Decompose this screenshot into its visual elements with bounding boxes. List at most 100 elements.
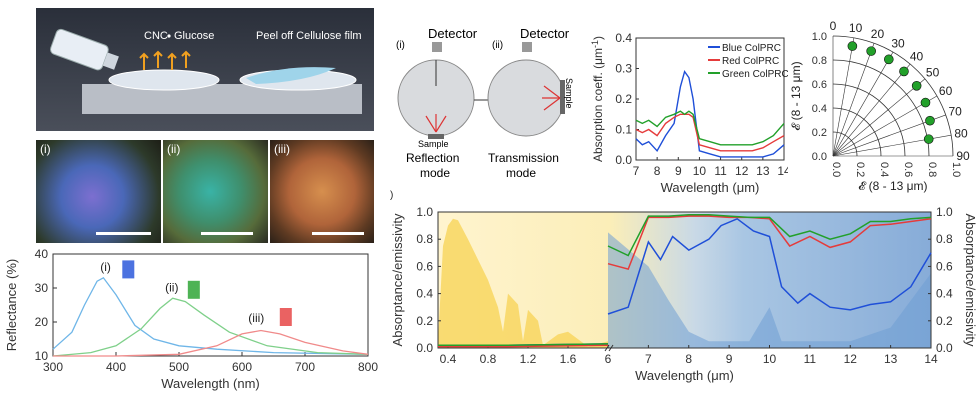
y-tick-label-right: 0.4 — [936, 287, 953, 301]
fabrication-drawing: CNC Glucose Peel off Cellulose film — [50, 28, 362, 114]
x-tick-label: 0.6 — [902, 162, 914, 177]
reflectance-chart: 300 400 500 600 700 800 10 20 30 40 (i) (ii) (iii) Wa… — [4, 247, 378, 391]
absorption-series-2 — [635, 113, 785, 152]
cnc-glucose-dot — [167, 34, 171, 38]
x-tick-label: 13 — [756, 164, 770, 178]
y-tick-label: 0.3 — [615, 62, 632, 76]
x-tick-label: 0.2 — [854, 162, 866, 177]
x-tick-label: 0.0 — [830, 162, 842, 177]
x-axis-label: Wavelength (nm) — [161, 376, 260, 391]
broadband-absorptance-chart: 0.4 0.8 1.2 1.6 6 7 8 9 10 11 12 13 140.0 0.00.2 0.20.… — [390, 190, 978, 383]
sample-label-ii: Sample — [564, 78, 574, 109]
emissivity-point — [899, 66, 909, 77]
y-axis-label-part: -1 — [590, 40, 600, 48]
y-tick-label: 10 — [35, 349, 49, 363]
x-tick-label: 10 — [763, 352, 777, 366]
scattered-rays-i — [425, 114, 447, 133]
reflectance-series-1 — [52, 276, 369, 355]
angle-label: 30 — [891, 36, 905, 50]
y-tick-label-left: 0.4 — [416, 287, 433, 301]
x-tick-label: 8 — [685, 352, 692, 366]
scale-bar — [312, 232, 364, 235]
emissivity-point — [923, 134, 934, 144]
y-axis-label-left: Absorptance/emissivity — [390, 213, 405, 346]
y-tick-label-left: 0.6 — [416, 259, 433, 273]
peel-off-label: Peel off Cellulose film — [256, 30, 362, 42]
x-tick-label: 9 — [675, 164, 682, 178]
angle-label: 90 — [956, 149, 970, 163]
absorption-chart: 7 8 9 10 11 12 13 14 0.0 0.1 0.2 0.3 0.4 Blue ColPRC R… — [590, 31, 788, 195]
sample-ii — [560, 80, 565, 114]
mode-label-ii-2: mode — [506, 166, 536, 180]
x-tick-label: 12 — [735, 164, 749, 178]
x-tick-label: 700 — [295, 360, 315, 374]
sample-label-i: Sample — [418, 139, 449, 149]
photo-label-iii: (iii) — [274, 142, 290, 156]
x-tick-label: 0.4 — [440, 352, 457, 366]
angle-label: 70 — [948, 105, 962, 119]
photo-i: (i) — [36, 140, 161, 243]
bottle-icon — [50, 28, 119, 71]
angle-label: 60 — [939, 84, 953, 98]
y-tick-label: 1.0 — [812, 31, 827, 43]
absorptance-blue-ir — [607, 217, 932, 315]
x-tick-label: 14 — [777, 164, 788, 178]
y-tick-label-right: 0.2 — [936, 314, 953, 328]
detector-icon — [432, 42, 442, 52]
emissivity-point — [911, 81, 922, 91]
cnc-label: CNC — [144, 30, 168, 42]
peak-label: (i) — [100, 260, 111, 274]
polar-spoke — [832, 78, 926, 157]
solar-spectrum — [438, 218, 608, 348]
detector-label-i: Detector — [428, 26, 478, 41]
fabrication-schematic: CNC Glucose Peel off Cellulose film — [36, 8, 374, 131]
photo-label-ii: (ii) — [167, 142, 181, 156]
y-tick-label: 0.8 — [812, 55, 827, 67]
y-axis-label: 𝓔 (8 - 13 μm) — [789, 61, 803, 130]
x-tick-label: 400 — [106, 360, 126, 374]
angle-label: 20 — [871, 27, 885, 41]
y-tick-label: 0.2 — [615, 92, 632, 106]
y-tick-label: 0.2 — [812, 127, 827, 139]
y-tick-label-right: 0.8 — [936, 232, 953, 246]
y-axis-label-part: ) — [591, 36, 605, 40]
peak-label: (iii) — [248, 311, 264, 325]
x-axis-label: 𝓔 (8 - 13 μm) — [858, 179, 927, 193]
x-tick-label: 6 — [605, 352, 612, 366]
x-tick-label: 7 — [633, 164, 640, 178]
helix-icon — [279, 308, 292, 326]
cellulose-film — [246, 67, 336, 84]
photo-ii: (ii) — [163, 140, 268, 243]
y-axis-label-right: Absorptance/emissivity — [963, 214, 978, 347]
plot-frame — [52, 253, 369, 357]
glucose-label: Glucose — [174, 30, 214, 42]
y-tick-label: 40 — [35, 247, 49, 261]
x-tick-label: 0.8 — [926, 162, 938, 177]
x-tick-label: 800 — [358, 360, 378, 374]
detector-icon — [522, 42, 532, 52]
absorptance-green-ir — [607, 213, 932, 257]
y-tick-label-right: 1.0 — [936, 205, 953, 219]
y-axis-label: Absorption coeff. (μm-1) — [590, 36, 605, 162]
y-axis-label-part: Absorption coeff. (μm — [591, 48, 605, 162]
emissivity-point — [920, 97, 931, 108]
x-tick-label: 12 — [844, 352, 858, 366]
absorptance-red-solar — [438, 344, 609, 348]
x-tick-label: 300 — [43, 360, 63, 374]
y-tick-label: 30 — [35, 281, 49, 295]
y-tick-label: 0.0 — [615, 153, 632, 167]
atmospheric-window — [608, 232, 931, 348]
panel-label: ) — [390, 190, 393, 201]
scale-bar — [201, 232, 253, 235]
diagram-label-i: (i) — [396, 40, 405, 51]
polar-ring — [832, 107, 882, 157]
x-tick-label: 600 — [232, 360, 252, 374]
legend-label: Green ColPRC — [722, 69, 788, 80]
sample-i — [428, 134, 444, 139]
x-axis-label: Wavelength (μm) — [635, 368, 734, 383]
diagram-label-ii: (ii) — [492, 40, 503, 51]
y-tick-label-right: 0.0 — [936, 341, 953, 355]
mode-label-i-1: Reflection — [406, 151, 459, 165]
emissivity-point — [925, 115, 935, 126]
mode-label-ii-1: Transmission — [488, 151, 559, 165]
